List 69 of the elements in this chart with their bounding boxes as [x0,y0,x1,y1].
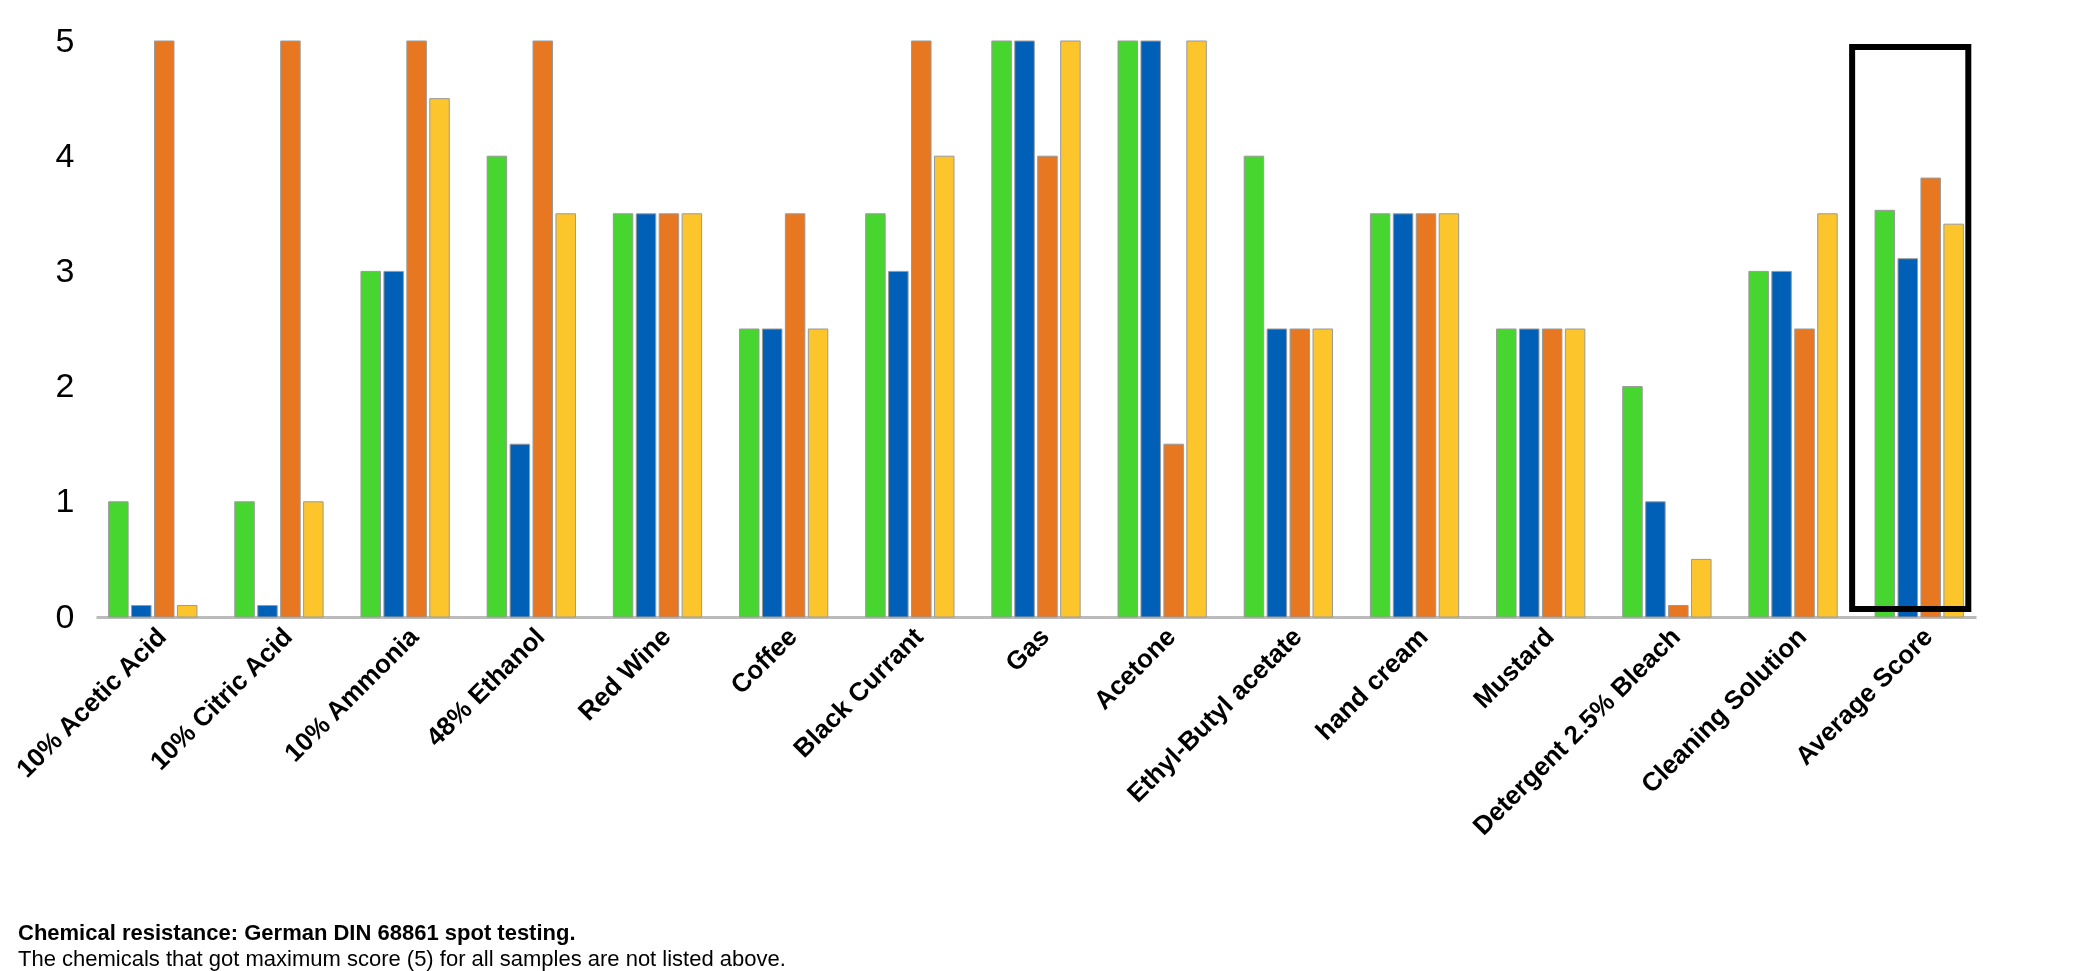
bar [1874,209,1896,618]
bar [1014,40,1035,618]
bar [612,213,634,618]
bar [933,155,955,618]
bar [280,40,301,618]
bar [555,213,576,618]
bar [1163,443,1184,618]
bar [681,213,703,618]
bar [911,40,932,618]
bar [1186,40,1207,618]
bar [807,328,829,618]
text: The chemicals that got maximum score (5) for all samples are not listed above. [18,946,786,971]
bar [1564,328,1586,618]
bar [1748,270,1769,618]
bar [1289,328,1311,618]
bar [257,604,278,618]
y-tick-label: 3 [55,250,75,289]
y-tick-label: 4 [55,135,75,174]
bar [1668,604,1689,618]
bar [509,443,531,618]
bar [1943,223,1964,618]
bar [176,604,198,618]
bar [1518,328,1540,618]
bar [131,604,152,618]
bar [234,501,255,618]
bar [1140,40,1161,618]
y-tick-label: 0 [55,596,75,635]
bar [154,40,175,618]
bar [738,328,760,618]
bar [1415,213,1437,618]
bar [1117,40,1139,618]
bar [888,270,909,618]
x-tick-label: Gas [999,621,1056,678]
bar [1691,558,1712,618]
text: Chemical resistance: German DIN 68861 spot testing. [18,920,577,946]
bar [1645,501,1666,618]
bar [108,501,129,618]
bar [658,213,680,618]
y-tick-label: 1 [55,481,75,520]
bar [429,98,450,618]
bar [1438,213,1460,618]
y-tick-label: 2 [55,366,75,405]
bar [1037,155,1058,618]
bar [784,213,806,618]
bar [1266,328,1288,618]
bar [991,40,1012,618]
bar [1496,328,1517,618]
bar [1060,40,1081,618]
bar [1392,213,1414,618]
bar [865,213,886,618]
bar [761,328,783,618]
bar [1369,213,1391,618]
bar [1817,213,1838,618]
bar [1312,328,1334,618]
bar [1920,177,1941,618]
bar [383,270,404,618]
bar [360,270,381,618]
bar [1897,258,1918,618]
bar [406,40,427,618]
bar [303,501,324,618]
bar [532,40,554,618]
bar [1771,270,1792,618]
bar [635,213,657,618]
bar [1622,386,1643,618]
bar [1794,328,1815,618]
bar [486,155,508,618]
y-tick-label: 5 [55,20,75,59]
bar [1541,328,1563,618]
bar [1243,155,1265,618]
